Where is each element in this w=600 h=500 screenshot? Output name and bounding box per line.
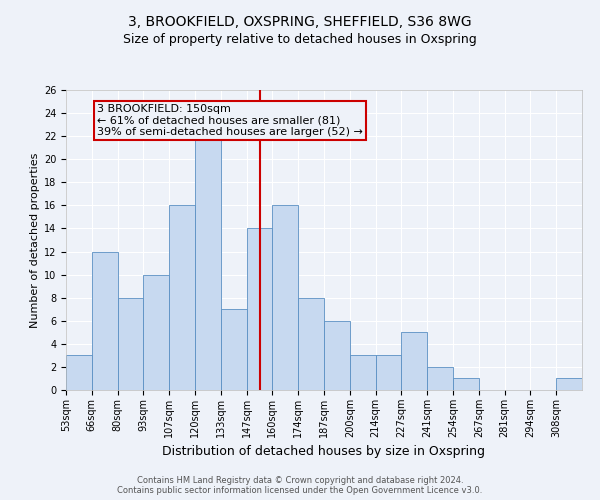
Bar [324,321,350,390]
Bar [298,298,324,390]
Bar [427,367,453,390]
Text: 3, BROOKFIELD, OXSPRING, SHEFFIELD, S36 8WG: 3, BROOKFIELD, OXSPRING, SHEFFIELD, S36 … [128,15,472,29]
Bar [556,378,582,390]
Bar [247,228,272,390]
X-axis label: Distribution of detached houses by size in Oxspring: Distribution of detached houses by size … [163,446,485,458]
Bar [221,309,247,390]
Bar [195,136,221,390]
Y-axis label: Number of detached properties: Number of detached properties [29,152,40,328]
Bar [272,206,298,390]
Bar [401,332,427,390]
Text: Contains HM Land Registry data © Crown copyright and database right 2024.
Contai: Contains HM Land Registry data © Crown c… [118,476,482,495]
Bar [453,378,479,390]
Bar [169,206,195,390]
Bar [66,356,92,390]
Bar [376,356,401,390]
Bar [118,298,143,390]
Bar [92,252,118,390]
Bar [350,356,376,390]
Text: Size of property relative to detached houses in Oxspring: Size of property relative to detached ho… [123,32,477,46]
Text: 3 BROOKFIELD: 150sqm
← 61% of detached houses are smaller (81)
39% of semi-detac: 3 BROOKFIELD: 150sqm ← 61% of detached h… [97,104,363,137]
Bar [143,274,169,390]
